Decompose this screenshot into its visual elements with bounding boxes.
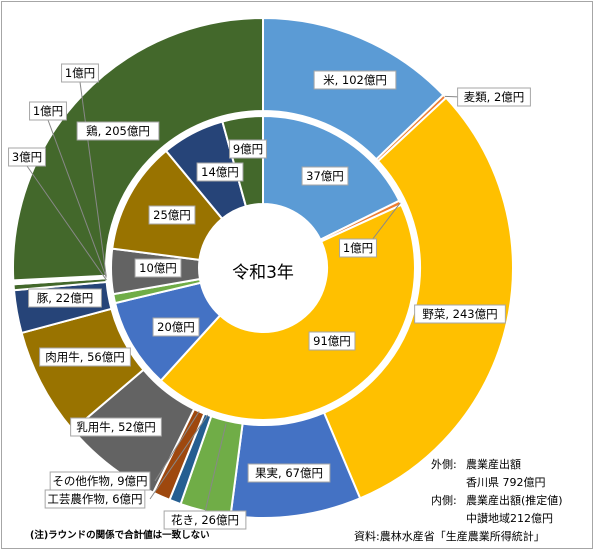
inner-title: 農業産出額(推定値)	[466, 493, 563, 507]
outer-label-0-text: 米, 102億円	[323, 73, 387, 87]
leader-line	[149, 414, 209, 500]
inner-label-7: 14億円	[196, 162, 244, 182]
outer-label-2: 野菜, 243億円	[414, 304, 506, 324]
outer-ring	[12, 16, 514, 519]
extra-label-1-text: 1億円	[33, 104, 63, 118]
leader-line	[204, 423, 227, 513]
inner-value: 中讃地域212億円	[466, 512, 553, 525]
leader-lines	[26, 81, 470, 513]
inner-label-3: 20億円	[152, 317, 200, 337]
footnote: (注)ラウンドの関係で合計値は一致しない	[30, 529, 210, 541]
leader-line	[47, 119, 107, 278]
outer-key: 外側:	[431, 458, 457, 471]
outer-label-0: 米, 102億円	[313, 70, 397, 90]
inner-label-1-text: 1億円	[343, 241, 373, 255]
outer-label-9: 豚, 22億円	[28, 288, 102, 308]
outer-label-8: 肉用牛, 56億円	[39, 347, 131, 367]
outer-label-5-text: 工芸農作物, 6億円	[47, 492, 142, 506]
outer-title: 農業産出額	[466, 457, 521, 471]
leader-line	[154, 411, 200, 482]
outer-label-8-text: 肉用牛, 56億円	[45, 350, 124, 364]
inner-label-6: 25億円	[148, 205, 196, 225]
inner-label-5-text: 10億円	[139, 261, 177, 275]
inner-label-3-text: 20億円	[157, 320, 195, 334]
extra-label-2: 3億円	[8, 147, 46, 167]
outer-label-7-text: 乳用牛, 52億円	[76, 420, 155, 434]
extra-label-0: 1億円	[61, 63, 99, 83]
leader-line	[79, 81, 107, 277]
inner-segment-2	[159, 203, 416, 421]
inner-key: 内側:	[431, 493, 457, 507]
inner-label-6-text: 25億円	[153, 208, 191, 222]
extra-label-0-text: 1億円	[65, 66, 95, 80]
inner-label-1: 1億円	[339, 238, 377, 258]
outer-label-4: 花き, 26億円	[163, 510, 247, 530]
outer-label-1: 麦類, 2億円	[457, 87, 531, 107]
outer-label-13: 鶏, 205億円	[76, 121, 160, 141]
outer-label-2-text: 野菜, 243億円	[422, 307, 497, 321]
inner-label-0-text: 37億円	[306, 169, 344, 183]
extra-label-1: 1億円	[29, 101, 67, 121]
outer-value: 香川県 792億円	[466, 476, 546, 489]
outer-label-3-text: 果実, 67億円	[255, 466, 323, 480]
outer-label-6-text: その他作物, 9億円	[52, 474, 147, 488]
source-note: 資料:農林水産省「生産農業所得統計」	[354, 529, 545, 543]
outer-label-7: 乳用牛, 52億円	[70, 417, 162, 437]
outer-label-13-text: 鶏, 205億円	[86, 124, 150, 138]
inner-label-5: 10億円	[134, 258, 182, 278]
inner-label-2: 91億円	[308, 331, 356, 351]
legend-notes: 外側: 農業産出額 香川県 792億円 内側: 農業産出額(推定値) 中讃地域2…	[30, 457, 563, 543]
outer-label-9-text: 豚, 22億円	[37, 291, 93, 305]
outer-label-6: その他作物, 9億円	[49, 471, 151, 491]
outer-segment-2	[322, 96, 514, 500]
inner-label-0: 37億円	[301, 166, 349, 186]
outer-label-5: 工芸農作物, 6億円	[44, 489, 146, 509]
leader-line	[371, 202, 401, 241]
inner-label-8-text: 9億円	[233, 142, 263, 156]
outer-label-3: 果実, 67億円	[247, 463, 331, 483]
leader-line	[26, 165, 107, 281]
outer-label-4-text: 花き, 26億円	[171, 513, 239, 527]
inner-label-8: 9億円	[229, 139, 267, 159]
extra-label-2-text: 3億円	[12, 150, 42, 164]
inner-segment-8	[221, 114, 264, 208]
center-label: 令和3年	[232, 263, 294, 283]
inner-label-7-text: 14億円	[201, 165, 239, 179]
inner-label-2-text: 91億円	[313, 334, 351, 348]
outer-label-1-text: 麦類, 2億円	[464, 90, 525, 104]
